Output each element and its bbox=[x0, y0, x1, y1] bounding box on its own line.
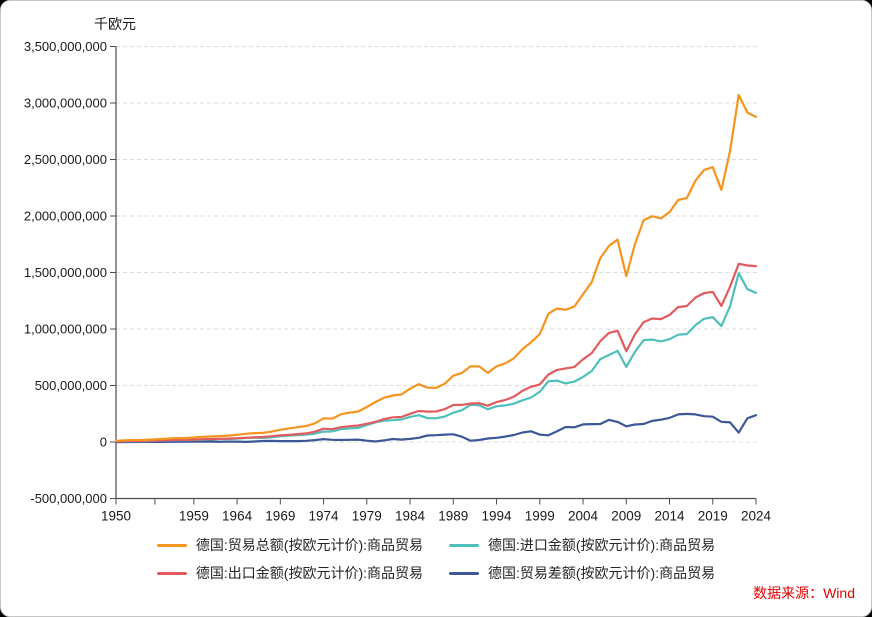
x-tick-label: 1979 bbox=[352, 509, 382, 524]
legend-label-import: 德国:进口金额(按欧元计价):商品贸易 bbox=[488, 537, 716, 553]
x-tick-label: 1974 bbox=[309, 509, 340, 524]
series-line-import bbox=[114, 272, 758, 443]
x-tick-label: 1984 bbox=[395, 509, 426, 524]
x-tick-label: 2019 bbox=[698, 509, 728, 524]
legend-swatch-total bbox=[156, 543, 187, 547]
legend-label-total: 德国:贸易总额(按欧元计价):商品贸易 bbox=[195, 537, 423, 553]
x-tick-label: 2024 bbox=[741, 509, 772, 524]
chart-legend: 德国:贸易总额(按欧元计价):商品贸易 德国:进口金额(按欧元计价):商品贸易 德国… bbox=[1, 535, 871, 583]
legend-label-balance: 德国:贸易差额(按欧元计价):商品贸易 bbox=[488, 565, 716, 581]
legend-label-export: 德国:出口金额(按欧元计价):商品贸易 bbox=[195, 565, 423, 581]
x-tick-label: 1950 bbox=[101, 509, 131, 524]
x-tick-label: 1959 bbox=[179, 509, 209, 524]
legend-swatch-balance bbox=[449, 571, 479, 575]
y-tick-label: -500,000,000 bbox=[30, 491, 107, 506]
series-line-export bbox=[114, 262, 758, 443]
y-tick-label: 500,000,000 bbox=[35, 378, 107, 393]
legend-swatch-export bbox=[156, 571, 187, 575]
y-tick-label: 0 bbox=[100, 435, 107, 450]
legend-item-import: 德国:进口金额(按欧元计价):商品贸易 bbox=[449, 535, 715, 555]
x-tick-label: 2014 bbox=[654, 509, 685, 524]
series-line-total bbox=[114, 93, 758, 442]
y-tick-label: 1,000,000,000 bbox=[24, 322, 107, 337]
x-tick-label: 1999 bbox=[525, 509, 555, 524]
data-source-label: 数据来源：Wind bbox=[753, 585, 855, 601]
legend-item-export: 德国:出口金额(按欧元计价):商品贸易 bbox=[156, 563, 423, 583]
x-tick-label: 1989 bbox=[438, 509, 468, 524]
y-tick-label: 1,500,000,000 bbox=[24, 265, 107, 280]
legend-swatch-import bbox=[449, 543, 479, 547]
legend-item-total: 德国:贸易总额(按欧元计价):商品贸易 bbox=[156, 535, 423, 555]
x-tick-label: 1964 bbox=[222, 509, 253, 524]
y-tick-label: 2,000,000,000 bbox=[24, 209, 107, 224]
y-axis-unit-label: 千欧元 bbox=[94, 16, 136, 32]
series-line-balance bbox=[114, 412, 758, 444]
x-tick-label: 2009 bbox=[611, 509, 641, 524]
x-tick-label: 1994 bbox=[482, 509, 513, 524]
x-tick-label: 2004 bbox=[568, 509, 599, 524]
y-tick-label: 3,000,000,000 bbox=[24, 96, 107, 111]
legend-item-balance: 德国:贸易差额(按欧元计价):商品贸易 bbox=[449, 563, 715, 583]
y-tick-label: 2,500,000,000 bbox=[24, 152, 107, 167]
y-tick-label: 3,500,000,000 bbox=[24, 39, 107, 54]
x-tick-label: 1969 bbox=[265, 509, 295, 524]
